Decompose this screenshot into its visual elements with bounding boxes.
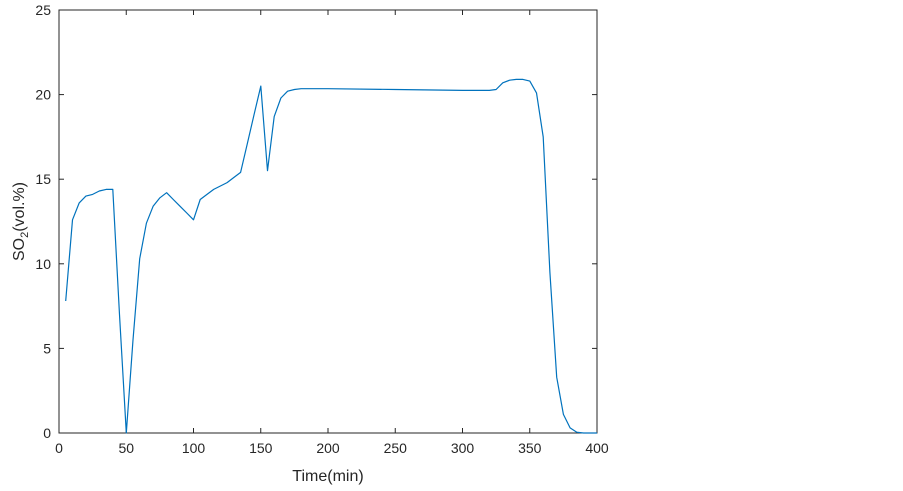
- series-point: [502, 82, 503, 83]
- series-point: [99, 190, 100, 191]
- plot-area: [58, 9, 598, 434]
- series-point: [153, 206, 154, 207]
- series-point: [146, 223, 147, 224]
- series-point: [85, 196, 86, 197]
- series-point: [274, 116, 275, 117]
- series-point: [395, 89, 396, 90]
- series-point: [112, 189, 113, 190]
- series-point: [496, 89, 497, 90]
- series-point: [220, 185, 221, 186]
- y-tick-label: 25: [35, 2, 51, 18]
- x-tick-label: 400: [585, 440, 609, 456]
- series-point: [516, 79, 517, 80]
- y-tick-label: 15: [35, 171, 51, 187]
- series-point: [570, 427, 571, 428]
- series-point: [522, 79, 523, 80]
- series-point: [260, 86, 261, 87]
- series-point: [206, 194, 207, 195]
- series-line: [65, 78, 597, 434]
- x-tick-label: 250: [384, 440, 408, 456]
- series-point: [139, 258, 140, 259]
- series-point: [536, 92, 537, 93]
- series-point: [240, 172, 241, 173]
- series-point: [186, 212, 187, 213]
- series-point: [233, 177, 234, 178]
- series-point: [583, 432, 584, 433]
- x-axis-label: Time(min): [292, 468, 363, 485]
- series-point: [200, 199, 201, 200]
- y-tick-label: 20: [35, 87, 51, 103]
- series-point: [79, 202, 80, 203]
- series-point: [119, 314, 120, 315]
- x-tick-label: 50: [118, 440, 134, 456]
- series-point: [280, 97, 281, 98]
- series-point: [92, 194, 93, 195]
- series-point: [247, 143, 248, 144]
- y-axis-label-main: SO: [11, 238, 28, 261]
- y-axis-label: SO2(vol.%): [11, 182, 31, 261]
- y-tick-label: 10: [35, 256, 51, 272]
- series-point: [166, 192, 167, 193]
- series-point: [489, 90, 490, 91]
- series-point: [563, 414, 564, 415]
- y-axis-label-subscript: 2: [19, 232, 31, 238]
- series-group: [65, 78, 597, 434]
- series-point: [132, 339, 133, 340]
- series-point: [227, 182, 228, 183]
- series-point: [327, 88, 328, 89]
- series-point: [462, 90, 463, 91]
- x-tick-label: 300: [451, 440, 475, 456]
- x-tick-label: 350: [518, 440, 542, 456]
- series-point: [180, 206, 181, 207]
- series-point: [590, 432, 591, 433]
- plot-frame: [58, 9, 598, 434]
- x-tick-label: 200: [316, 440, 340, 456]
- series-point: [287, 91, 288, 92]
- series-point: [509, 80, 510, 81]
- series-point: [301, 88, 302, 89]
- series-point: [576, 432, 577, 433]
- y-tick-label: 5: [43, 340, 51, 356]
- series-point: [549, 272, 550, 273]
- series-point: [72, 219, 73, 220]
- series-point: [543, 136, 544, 137]
- series-point: [126, 432, 127, 433]
- series-point: [253, 114, 254, 115]
- series-point: [65, 300, 66, 301]
- series-point: [159, 197, 160, 198]
- y-axis-label-suffix: (vol.%): [11, 182, 28, 232]
- series-point: [213, 189, 214, 190]
- series-point: [106, 189, 107, 190]
- x-axis-ticks: 0 50 100 150 200 250 300 350 400: [55, 10, 609, 456]
- x-tick-label: 100: [182, 440, 206, 456]
- series-point: [529, 81, 530, 82]
- y-axis-ticks: 0 5 10 15 20 25: [35, 2, 597, 441]
- x-tick-label: 0: [55, 440, 63, 456]
- series-point: [193, 219, 194, 220]
- series-point: [267, 170, 268, 171]
- series-point: [294, 89, 295, 90]
- series-point: [556, 377, 557, 378]
- y-tick-label: 0: [43, 425, 51, 441]
- series-point: [173, 199, 174, 200]
- series-point: [596, 432, 597, 433]
- x-tick-label: 150: [249, 440, 273, 456]
